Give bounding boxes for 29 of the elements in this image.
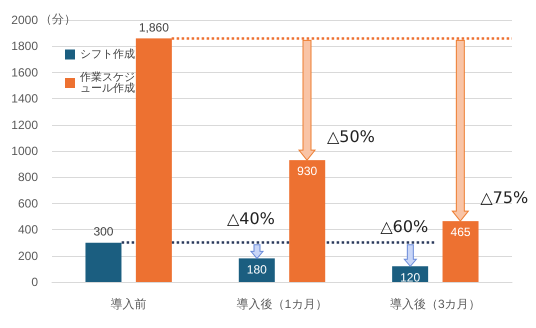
bar [289, 160, 326, 282]
annotation: △60% [380, 217, 428, 236]
y-tick-label: 400 [18, 222, 38, 237]
legend-label: シフト作成 [80, 48, 135, 60]
data-label: 180 [246, 262, 268, 276]
x-tick-label: 導入後（1カ月） [236, 297, 328, 311]
x-tick-label: 導入前 [110, 297, 147, 311]
bar [85, 242, 122, 282]
y-axis-title: （分） [40, 11, 76, 28]
y-tick-label: 200 [18, 248, 38, 263]
data-label: 120 [400, 270, 420, 284]
annotation: △75% [480, 188, 528, 208]
annotation: △50% [327, 127, 375, 146]
y-tick-label: 1400 [11, 92, 38, 106]
legend-label: 作業スケジュール作成 [79, 72, 135, 94]
y-tick-label: 1800 [11, 39, 38, 54]
y-tick-label: 1600 [11, 65, 38, 80]
x-tick-label: 導入後（3カ月） [390, 297, 481, 311]
data-label: 1,860 [138, 20, 170, 34]
data-label: 300 [93, 224, 114, 239]
annotation: △40% [227, 209, 275, 228]
y-tick-label: 800 [18, 170, 38, 184]
y-tick-label: 1200 [11, 118, 38, 132]
y-tick-label: 600 [18, 196, 38, 210]
data-label: 930 [297, 164, 318, 178]
y-tick-label: 1000 [11, 144, 38, 158]
y-tick-label: 0 [31, 275, 38, 289]
data-label: 465 [450, 225, 471, 240]
y-tick-label: 2000 [11, 13, 38, 27]
